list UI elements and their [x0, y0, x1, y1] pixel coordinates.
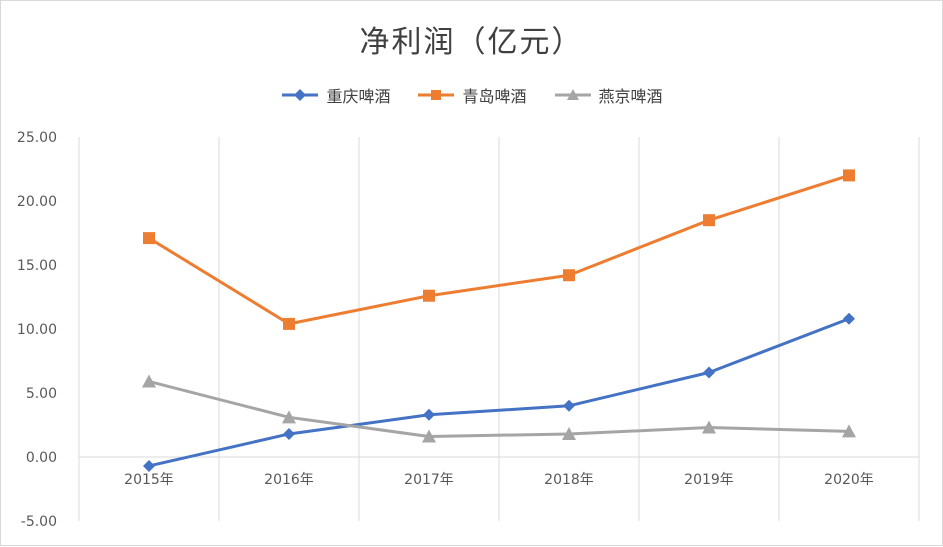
x-tick-label: 2015年 — [124, 472, 174, 488]
data-point-triangle — [142, 374, 156, 388]
legend-item-series-0: 重庆啤酒 — [280, 83, 390, 107]
data-point-triangle — [842, 424, 856, 438]
legend-item-series-1: 青岛啤酒 — [416, 83, 527, 107]
data-point-triangle — [282, 410, 296, 424]
legend: 重庆啤酒 青岛啤酒 燕京啤酒 — [1, 83, 942, 107]
x-tick-label: 2019年 — [684, 472, 734, 488]
data-point-triangle — [702, 420, 716, 434]
y-tick-label: -5.00 — [21, 514, 57, 530]
data-point-square — [283, 317, 295, 330]
data-point-triangle — [422, 429, 436, 443]
legend-label-series-1: 青岛啤酒 — [462, 87, 527, 106]
x-tick-label: 2017年 — [404, 472, 454, 488]
chart-title: 净利润（亿元） — [359, 25, 584, 60]
data-point-diamond — [563, 399, 575, 412]
series-line-0 — [148, 317, 850, 468]
legend-swatch-square-icon — [418, 90, 455, 100]
series-line-2 — [148, 380, 850, 439]
y-tick-label: 5.00 — [26, 386, 57, 402]
y-tick-label: 10.00 — [17, 322, 57, 338]
data-point-diamond — [423, 408, 435, 421]
y-tick-label: 15.00 — [17, 258, 57, 274]
x-tick-label: 2020年 — [824, 472, 874, 488]
data-point-diamond — [703, 366, 715, 379]
legend-swatch-diamond-icon — [282, 89, 319, 101]
series-line-1 — [148, 173, 850, 326]
data-point-diamond — [283, 427, 295, 440]
data-point-square — [843, 169, 855, 182]
data-point-square — [563, 269, 575, 282]
x-tick-label: 2016年 — [264, 472, 314, 488]
data-point-diamond — [143, 459, 155, 472]
y-tick-label: 0.00 — [26, 450, 57, 466]
data-point-diamond — [843, 312, 855, 325]
y-tick-label: 25.00 — [17, 130, 57, 146]
legend-label-series-0: 重庆啤酒 — [326, 87, 391, 106]
legend-item-series-2: 燕京啤酒 — [553, 83, 663, 107]
data-point-square — [703, 214, 715, 227]
x-tick-label: 2018年 — [544, 472, 594, 488]
data-point-square — [143, 232, 155, 245]
data-point-square — [423, 289, 435, 302]
data-point-triangle — [562, 426, 576, 440]
legend-label-series-2: 燕京啤酒 — [598, 87, 663, 106]
legend-swatch-triangle-icon — [554, 89, 591, 100]
y-tick-label: 20.00 — [17, 194, 57, 210]
